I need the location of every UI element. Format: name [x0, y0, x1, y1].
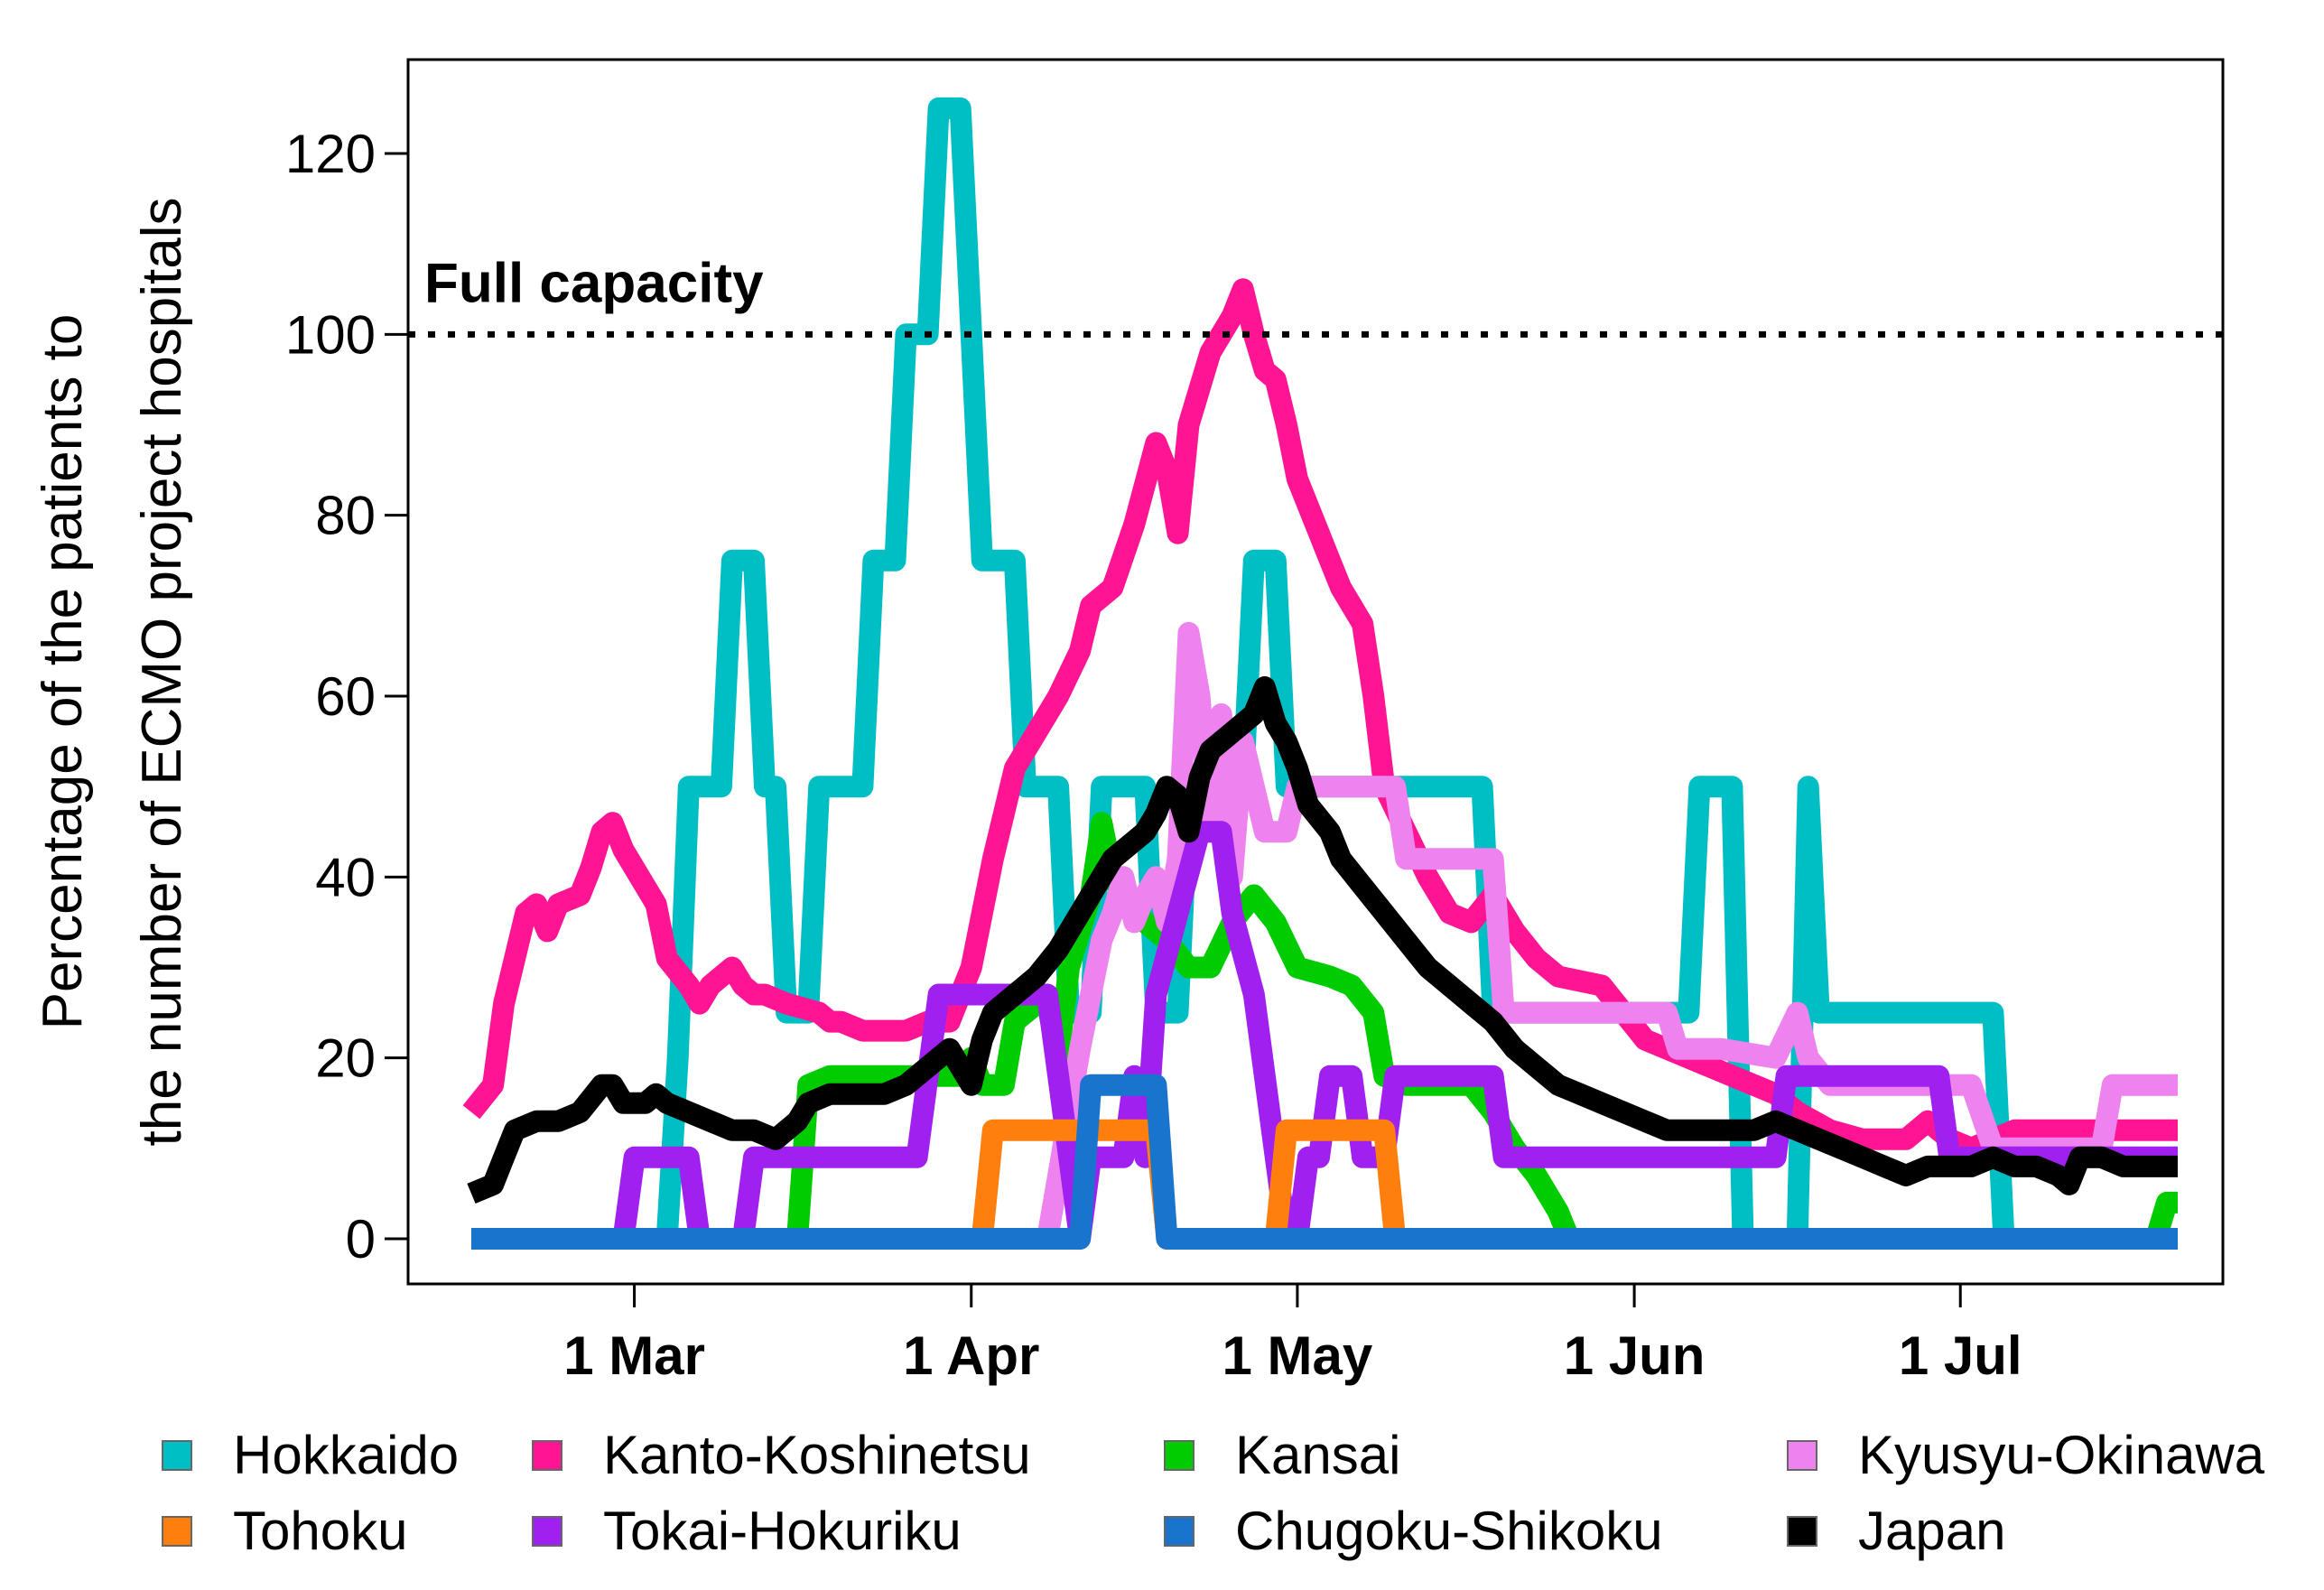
legend-swatch-kansai [1164, 1440, 1195, 1471]
legend-swatch-tokai-hokuriku [532, 1516, 562, 1547]
series-lines [462, 97, 2178, 1250]
legend-swatch-japan [1787, 1516, 1817, 1547]
series-line-chugoku-shikoku [471, 1074, 2178, 1250]
legend-label-hokkaido: Hokkaido [233, 1425, 459, 1485]
legend-swatch-hokkaido [162, 1440, 192, 1471]
x-tick-label: 1 Jun [1564, 1325, 1706, 1386]
y-tick-label: 20 [315, 1028, 376, 1089]
y-axis: 0 20 40 60 80 100 120 [285, 124, 410, 1269]
x-tick-label: 1 Apr [903, 1325, 1039, 1386]
legend-label-tohoku: Tohoku [233, 1501, 407, 1561]
legend-swatch-kyusyu-okinawa [1787, 1440, 1817, 1471]
legend-swatch-tohoku [162, 1516, 192, 1547]
y-tick-label: 0 [346, 1209, 376, 1269]
y-axis-label-line-1: Percentage of the patients to [32, 314, 94, 1030]
legend-label-chugoku-shikoku: Chugoku-Shikoku [1235, 1501, 1663, 1561]
y-tick-label: 100 [285, 304, 376, 365]
legend-label-japan: Japan [1858, 1501, 2005, 1561]
y-tick-label: 120 [285, 124, 376, 184]
y-tick-label: 80 [315, 486, 376, 546]
y-tick-label: 40 [315, 847, 376, 907]
series-line-japan [467, 676, 2178, 1204]
legend-label-kyusyu-okinawa: Kyusyu-Okinawa [1858, 1425, 2265, 1485]
legend-label-tokai-hokuriku: Tokai-Hokuriku [603, 1501, 962, 1561]
legend-swatch-kanto-koshinetsu [532, 1440, 562, 1471]
series-line-kyusyu-okinawa [471, 621, 2178, 1250]
x-axis: 1 Mar 1 Apr 1 May 1 Jun 1 Jul [563, 1282, 2022, 1386]
x-tick-label: 1 Mar [563, 1325, 705, 1386]
x-tick-label: 1 Jul [1899, 1325, 2022, 1386]
full-capacity-label: Full capacity [424, 252, 764, 314]
legend-label-kansai: Kansai [1235, 1425, 1400, 1485]
x-tick-label: 1 May [1222, 1325, 1373, 1386]
legend-swatch-chugoku-shikoku [1164, 1516, 1195, 1547]
legend: Hokkaido Kanto-Koshinetsu Kansai Kyusyu-Oki… [162, 1425, 2265, 1561]
y-tick-label: 60 [315, 666, 376, 727]
y-axis-label-line-2: the number of ECMO project hospitals [131, 197, 193, 1146]
series-line-tokai-hokuriku [471, 821, 2178, 1250]
series-line-kanto-koshinetsu [462, 278, 2178, 1159]
legend-label-kanto-koshinetsu: Kanto-Koshinetsu [603, 1425, 1031, 1485]
